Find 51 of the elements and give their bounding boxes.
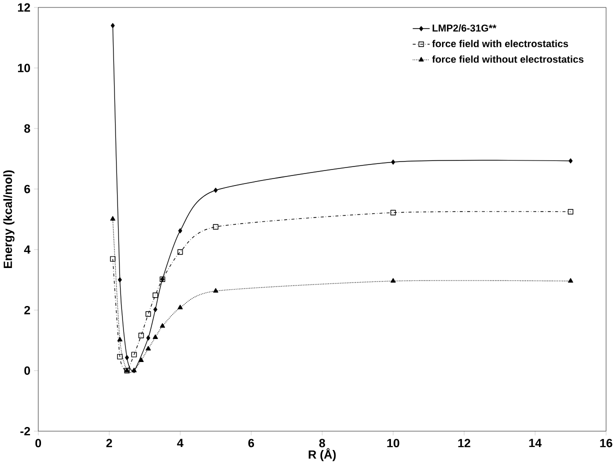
point bbox=[131, 352, 137, 358]
point bbox=[214, 188, 218, 193]
point bbox=[153, 306, 158, 312]
point bbox=[568, 208, 574, 214]
point bbox=[152, 292, 158, 298]
y-tick-label: 6 bbox=[24, 184, 30, 194]
y-axis-title: Energy (kcal/mol) bbox=[3, 170, 14, 268]
y-tick-label: 4 bbox=[24, 245, 30, 254]
point bbox=[390, 210, 396, 216]
x-tick-label: 12 bbox=[458, 438, 470, 447]
point bbox=[138, 332, 144, 338]
point bbox=[146, 311, 151, 317]
point bbox=[118, 277, 122, 282]
point bbox=[160, 323, 166, 328]
point bbox=[568, 278, 574, 282]
point bbox=[152, 334, 158, 339]
y-tick-label: 10 bbox=[18, 64, 30, 72]
y-tick-label: 12 bbox=[18, 3, 30, 12]
x-tick-label: 8 bbox=[319, 438, 326, 448]
legend-label: force field with electrostatics bbox=[432, 40, 568, 47]
y-tick-label: 2 bbox=[24, 306, 30, 314]
point bbox=[177, 249, 183, 255]
x-tick-label: 16 bbox=[600, 438, 612, 448]
y-tick-label: 8 bbox=[24, 124, 30, 133]
point bbox=[146, 335, 150, 340]
point bbox=[178, 304, 183, 310]
point bbox=[138, 357, 144, 362]
x-tick-label: 10 bbox=[387, 438, 400, 448]
x-tick-label: 0 bbox=[35, 438, 42, 448]
point bbox=[110, 256, 116, 262]
legend-label: LMP2/6-31G** bbox=[432, 24, 496, 32]
point bbox=[178, 228, 182, 234]
point bbox=[146, 346, 151, 350]
point bbox=[117, 354, 123, 360]
point bbox=[117, 336, 122, 342]
point bbox=[391, 159, 396, 164]
point bbox=[568, 158, 573, 164]
point bbox=[124, 354, 129, 360]
point bbox=[110, 22, 115, 28]
x-tick-label: 14 bbox=[529, 438, 542, 447]
x-tick-label: 4 bbox=[177, 438, 184, 447]
point bbox=[390, 278, 396, 282]
x-axis-title: R (Å) bbox=[308, 448, 336, 461]
point bbox=[212, 224, 218, 230]
x-tick-label: 2 bbox=[106, 438, 112, 447]
legend-label: force field without electrostatics bbox=[432, 55, 584, 63]
y-tick-label: 0 bbox=[24, 366, 30, 375]
y-tick-label: -2 bbox=[20, 426, 30, 436]
x-tick-label: 6 bbox=[248, 438, 254, 448]
point bbox=[110, 216, 116, 220]
point bbox=[213, 288, 218, 292]
